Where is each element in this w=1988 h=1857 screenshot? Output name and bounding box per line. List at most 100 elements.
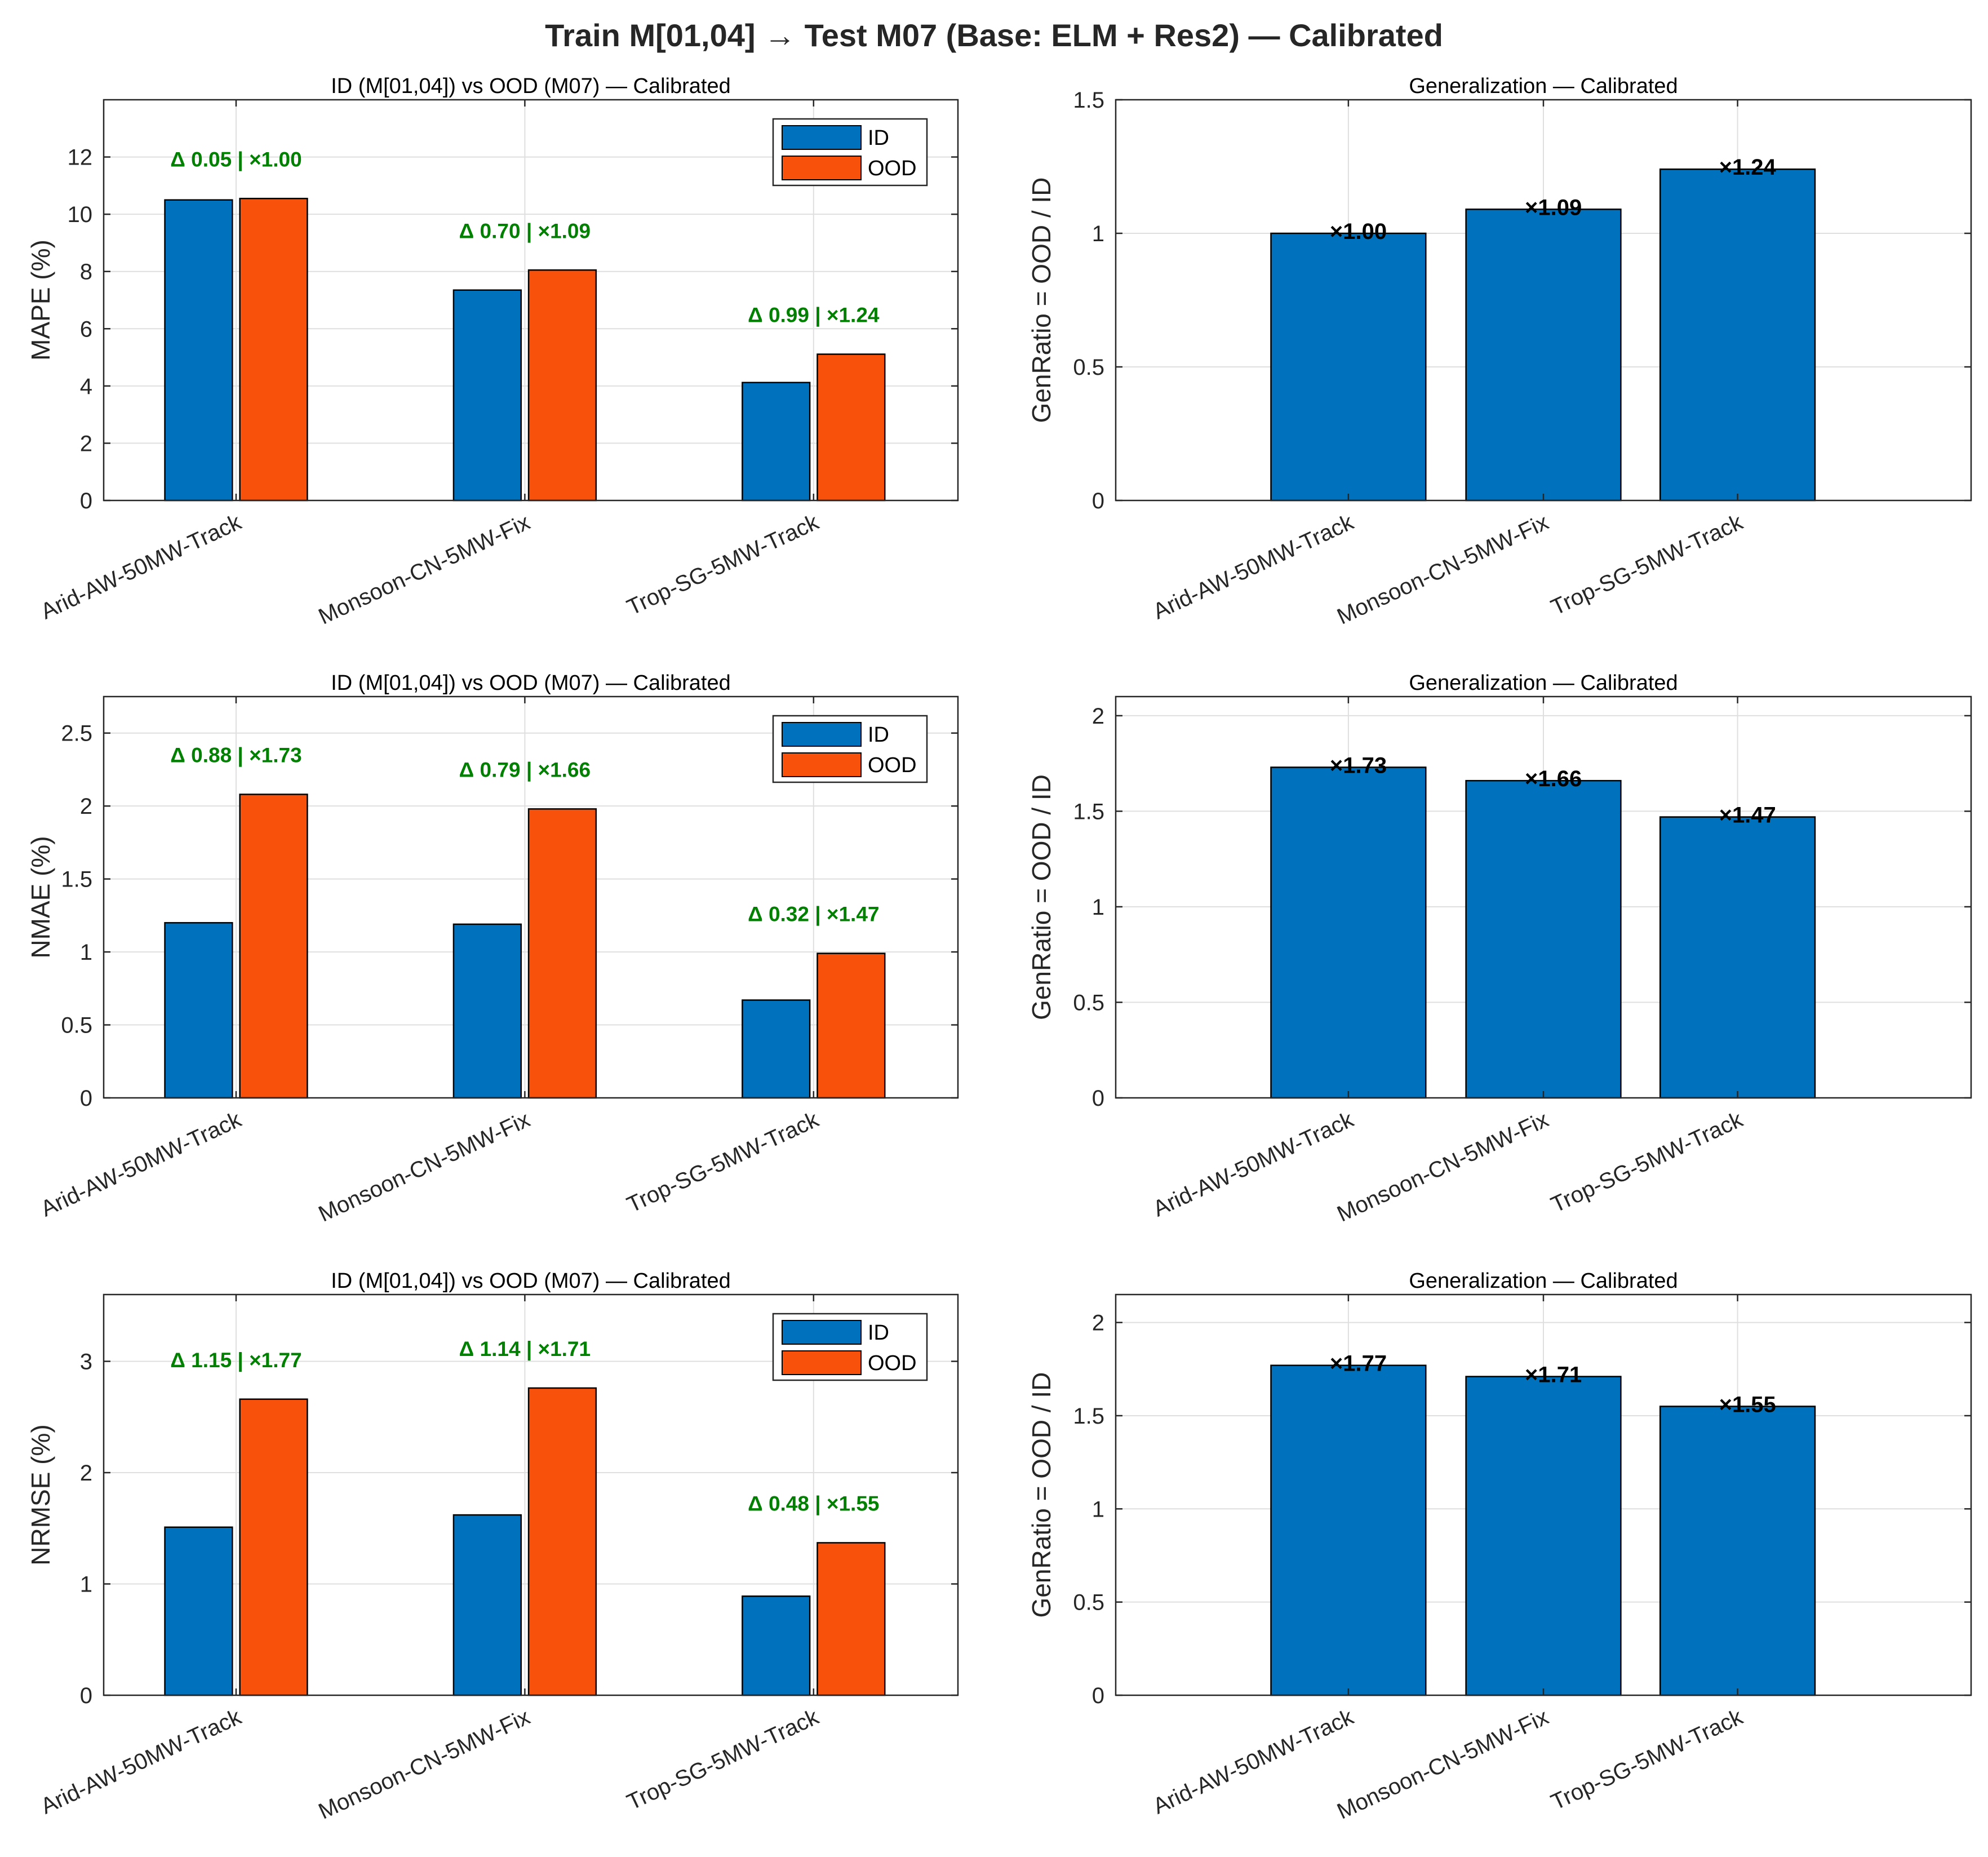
bar-id-3 <box>742 382 811 502</box>
bar-id-3 <box>742 1595 811 1696</box>
bar-ood-3 <box>816 952 886 1099</box>
y-tick-label: 2 <box>80 1461 92 1486</box>
chart-panel-5: Δ 1.15 | ×1.77 Δ 1.14 | ×1.71 Δ 0.48 | ×1.… <box>26 1269 959 1824</box>
y-axis-label: GenRatio = OOD / ID <box>1027 178 1056 423</box>
bar-id-1 <box>164 1526 233 1696</box>
bar-id-1 <box>164 922 233 1099</box>
bar-annotation-1: Δ 1.15 | ×1.77 <box>170 1349 301 1372</box>
y-tick-label: 0.5 <box>61 1013 92 1038</box>
legend-swatch-id <box>782 125 862 150</box>
axes-box <box>103 99 959 502</box>
figure-title: Train M[01,04] → Test M07 (Base: ELM + R… <box>545 17 1443 53</box>
chart-panel-6: ×1.77 ×1.71×1.5500.511.52Arid-AW-50MW-Tra… <box>1027 1269 1972 1824</box>
bar-annotation-1: Δ 0.05 | ×1.00 <box>170 148 301 171</box>
ratio-label-3: ×1.55 <box>1719 1392 1776 1417</box>
bar-annotation-1: Δ 0.88 | ×1.73 <box>170 744 301 768</box>
y-tick-label: 1.5 <box>1073 1404 1104 1429</box>
bar-genratio-1 <box>1270 1364 1427 1696</box>
y-tick-label: 3 <box>80 1350 92 1375</box>
bar-genratio-2 <box>1465 1376 1622 1696</box>
bar-annotation-2: Δ 1.14 | ×1.71 <box>459 1337 591 1361</box>
bar-annotation-3: Δ 0.99 | ×1.24 <box>748 304 880 327</box>
axes-box <box>103 695 959 1099</box>
y-tick-label: 0.5 <box>1073 1590 1104 1615</box>
panel-title: Generalization — Calibrated <box>1409 74 1678 98</box>
legend-label-id: ID <box>868 723 889 747</box>
ratio-label-3: ×1.47 <box>1719 803 1776 828</box>
ratio-label-1: ×1.00 <box>1330 219 1387 244</box>
y-axis-label: NRMSE (%) <box>26 1424 55 1565</box>
bar-annotation-3: Δ 0.32 | ×1.47 <box>748 903 879 927</box>
y-tick-label: 0.5 <box>1073 990 1104 1015</box>
chart-panel-3: Δ 0.88 | ×1.73 Δ 0.79 | ×1.66 Δ 0.32 | ×1.… <box>26 671 959 1227</box>
y-tick-label: 1 <box>80 940 92 965</box>
y-tick-label: 12 <box>68 145 93 170</box>
legend-swatch-ood <box>782 752 862 777</box>
legend-swatch-id <box>782 722 862 747</box>
bar-genratio-3 <box>1659 816 1816 1099</box>
bar-genratio-3 <box>1659 168 1816 502</box>
y-tick-label: 1.5 <box>61 867 92 892</box>
y-tick-label: 0 <box>1092 1683 1104 1708</box>
panel-title: Generalization — Calibrated <box>1409 671 1678 695</box>
bar-genratio-2 <box>1465 209 1622 502</box>
bar-ood-1 <box>239 794 308 1099</box>
axes-box <box>103 1293 959 1696</box>
y-tick-label: 0 <box>1092 1086 1104 1111</box>
bar-id-2 <box>452 923 522 1099</box>
bar-ood-2 <box>527 269 597 502</box>
ratio-label-2: ×1.09 <box>1525 195 1582 220</box>
panel-title: Generalization — Calibrated <box>1409 1269 1678 1293</box>
bar-ood-1 <box>239 1398 308 1696</box>
bar-genratio-1 <box>1270 232 1427 502</box>
y-axis-label: GenRatio = OOD / ID <box>1027 774 1056 1020</box>
bar-ood-3 <box>816 1542 886 1696</box>
ratio-label-3: ×1.24 <box>1719 155 1777 180</box>
y-tick-label: 1.5 <box>1073 88 1104 113</box>
bar-id-3 <box>742 999 811 1099</box>
bar-genratio-3 <box>1659 1406 1816 1696</box>
bar-ood-2 <box>527 808 597 1099</box>
bar-ood-2 <box>527 1387 597 1696</box>
y-tick-label: 1 <box>1092 221 1104 246</box>
bar-ood-3 <box>816 353 886 502</box>
ratio-label-1: ×1.77 <box>1330 1351 1387 1376</box>
y-tick-label: 2 <box>80 431 92 456</box>
y-tick-label: 4 <box>80 374 92 399</box>
panel-title: ID (M[01,04]) vs OOD (M07) — Calibrated <box>331 1269 731 1293</box>
bar-annotation-2: Δ 0.70 | ×1.09 <box>459 219 591 243</box>
ratio-label-2: ×1.66 <box>1525 766 1582 791</box>
legend-swatch-id <box>782 1320 862 1345</box>
bar-annotation-2: Δ 0.79 | ×1.66 <box>459 758 591 782</box>
y-axis-label: MAPE (%) <box>26 240 55 361</box>
y-tick-label: 0 <box>1092 489 1104 513</box>
legend-label-ood: OOD <box>868 754 917 777</box>
y-tick-label: 2 <box>1092 1311 1104 1336</box>
bar-genratio-1 <box>1270 766 1427 1099</box>
bar-id-2 <box>452 1514 522 1696</box>
legend-label-id: ID <box>868 1321 889 1345</box>
y-tick-label: 8 <box>80 260 92 285</box>
y-tick-label: 0 <box>80 1683 92 1708</box>
legend: ID OOD <box>772 118 928 187</box>
y-tick-label: 0.5 <box>1073 355 1104 380</box>
bar-annotation-3: Δ 0.48 | ×1.55 <box>748 1492 879 1516</box>
y-tick-label: 1 <box>80 1572 92 1597</box>
ratio-label-2: ×1.71 <box>1525 1363 1582 1388</box>
legend-label-ood: OOD <box>868 157 917 180</box>
y-axis-label: GenRatio = OOD / ID <box>1027 1372 1056 1618</box>
bar-genratio-2 <box>1465 779 1622 1099</box>
y-tick-label: 2 <box>1092 704 1104 729</box>
panel-title: ID (M[01,04]) vs OOD (M07) — Calibrated <box>331 671 731 695</box>
y-axis-label: NMAE (%) <box>26 836 55 958</box>
bar-id-1 <box>164 199 233 502</box>
y-tick-label: 1 <box>1092 1497 1104 1522</box>
y-tick-label: 6 <box>80 317 92 342</box>
panel-title: ID (M[01,04]) vs OOD (M07) — Calibrated <box>331 74 731 98</box>
y-tick-label: 2 <box>80 794 92 819</box>
legend-swatch-ood <box>782 1350 862 1375</box>
ratio-label-1: ×1.73 <box>1330 753 1387 778</box>
y-tick-label: 0 <box>80 1086 92 1111</box>
y-tick-label: 2.5 <box>61 721 92 746</box>
